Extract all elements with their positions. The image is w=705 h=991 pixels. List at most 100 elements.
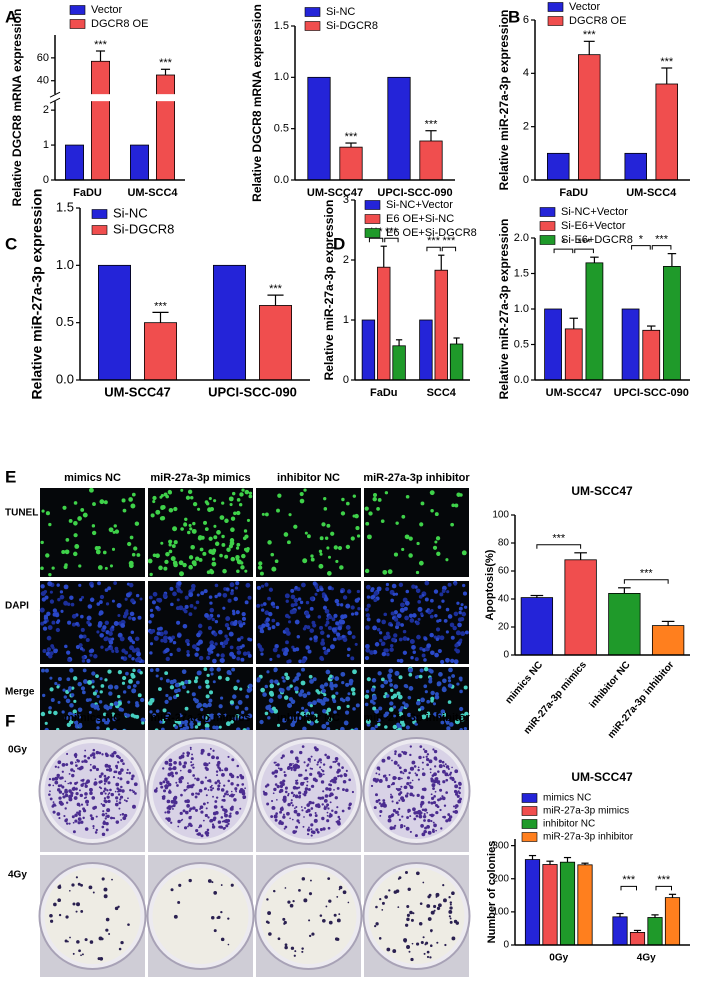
colony xyxy=(76,811,79,814)
colony xyxy=(184,799,188,803)
colony xyxy=(447,813,451,816)
cell xyxy=(165,656,170,662)
colony xyxy=(334,756,339,761)
colony xyxy=(57,898,61,903)
colony xyxy=(407,887,411,892)
colony xyxy=(230,790,233,793)
colony xyxy=(103,797,107,800)
colony xyxy=(192,783,195,787)
cell xyxy=(219,553,223,558)
colony xyxy=(272,792,275,795)
colony xyxy=(109,788,112,792)
cell xyxy=(65,698,71,704)
cell xyxy=(276,723,281,727)
cell xyxy=(179,590,183,594)
colony xyxy=(271,806,274,809)
colony xyxy=(296,819,300,823)
cell xyxy=(167,489,172,495)
colony xyxy=(292,899,295,903)
colony xyxy=(290,791,294,795)
colony xyxy=(326,755,331,760)
cell xyxy=(311,711,315,715)
colony xyxy=(58,817,61,820)
colony xyxy=(220,884,223,886)
cell xyxy=(80,627,85,632)
colony xyxy=(54,765,57,768)
colony xyxy=(103,778,108,783)
significance: *** xyxy=(622,874,636,886)
cell xyxy=(401,722,406,727)
colony xyxy=(274,818,278,822)
colony xyxy=(222,827,226,830)
cell xyxy=(426,711,431,715)
cell xyxy=(244,706,249,711)
colony xyxy=(185,810,189,815)
cell xyxy=(209,607,215,613)
cell xyxy=(210,672,214,676)
cell xyxy=(229,582,235,588)
cell xyxy=(395,621,401,627)
legend-swatch xyxy=(521,819,538,829)
cell xyxy=(435,536,441,541)
colony xyxy=(116,800,118,802)
cell xyxy=(213,524,217,528)
cell xyxy=(268,698,274,703)
cell xyxy=(393,684,399,690)
cell xyxy=(404,600,410,606)
significance: *** xyxy=(655,234,669,246)
colony xyxy=(280,756,283,760)
cell xyxy=(182,562,187,568)
colony xyxy=(91,796,96,800)
x-tick-label: inhibitor NC xyxy=(587,660,632,711)
colony xyxy=(283,773,287,777)
cell xyxy=(377,498,382,502)
cell xyxy=(108,705,113,710)
colony xyxy=(227,779,231,783)
colony xyxy=(64,818,68,823)
cell xyxy=(262,692,267,697)
colony xyxy=(390,793,392,796)
colony xyxy=(307,803,310,806)
cell xyxy=(295,716,299,720)
cell xyxy=(163,492,168,497)
cell xyxy=(197,702,203,708)
cell xyxy=(112,530,116,534)
colony xyxy=(179,769,182,772)
cell xyxy=(163,630,168,635)
colony xyxy=(168,758,173,763)
cell xyxy=(303,488,307,492)
cell xyxy=(417,606,423,612)
cell xyxy=(70,602,75,607)
colony xyxy=(209,786,213,789)
colony xyxy=(421,787,425,791)
cell xyxy=(214,541,220,547)
colony xyxy=(273,814,278,819)
cell xyxy=(292,609,297,614)
colony xyxy=(92,765,97,770)
colony xyxy=(296,812,301,817)
x-tick-label: UPCI-SCC-090 xyxy=(208,384,297,399)
cell xyxy=(261,512,265,516)
cell xyxy=(225,721,231,727)
legend-swatch xyxy=(91,209,108,219)
cell xyxy=(319,536,324,541)
colony xyxy=(427,917,432,921)
cell xyxy=(42,648,47,653)
cell xyxy=(123,712,128,717)
cell xyxy=(346,704,350,709)
cell xyxy=(309,628,315,633)
cell xyxy=(271,625,276,629)
y-tick-label: 0.0 xyxy=(274,174,289,186)
colony xyxy=(244,787,247,790)
colony xyxy=(234,787,238,791)
cell xyxy=(47,625,53,630)
colony xyxy=(435,829,437,832)
colony xyxy=(310,830,315,834)
plate-inner xyxy=(368,743,465,839)
colony xyxy=(378,802,382,805)
bracket xyxy=(651,245,672,250)
colony xyxy=(337,762,341,766)
bar xyxy=(434,269,448,381)
cell xyxy=(309,596,314,601)
colony xyxy=(442,780,446,784)
